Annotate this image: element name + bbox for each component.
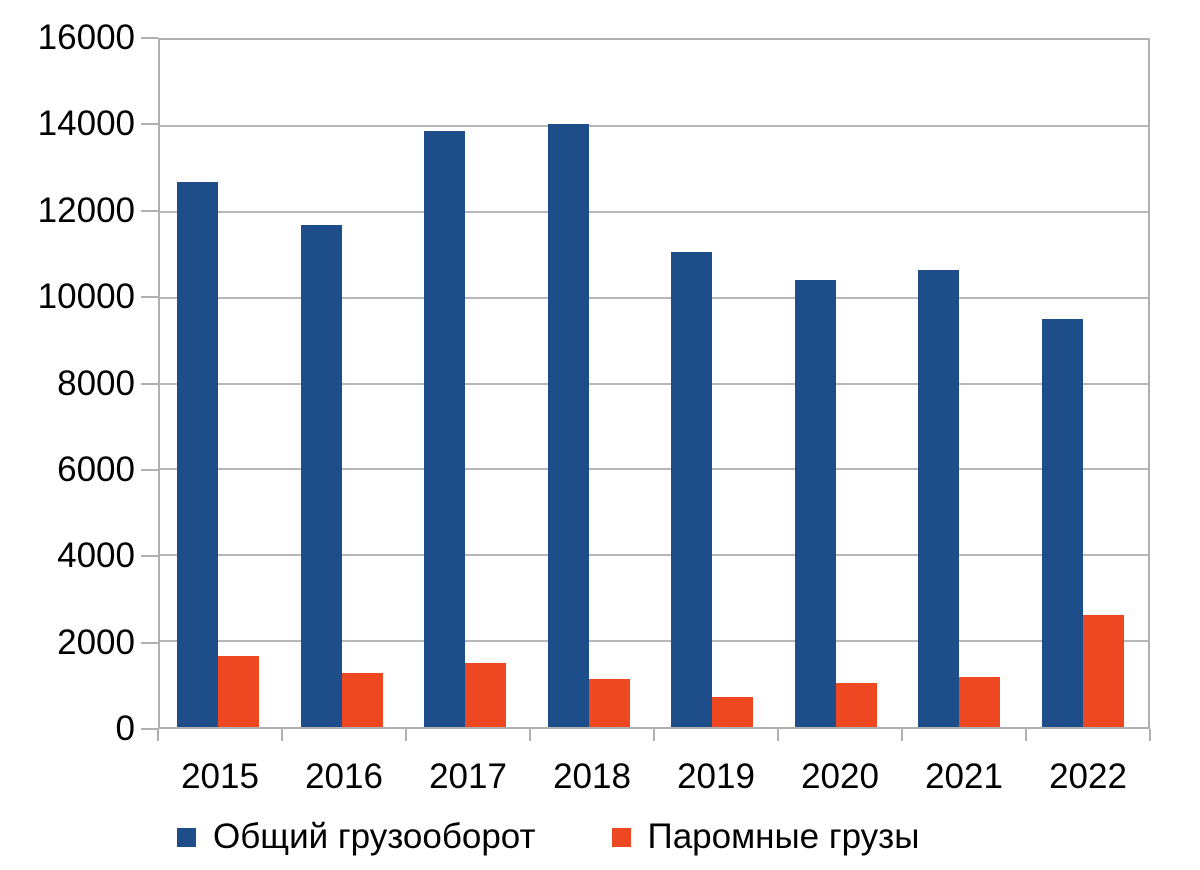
y-axis-tick-16000: [141, 37, 158, 39]
x-axis-tick-4: [653, 729, 655, 741]
bar-total-cargo-2017: [424, 131, 465, 727]
gridline-2000: [160, 640, 1148, 643]
x-axis-tick-1: [281, 729, 283, 741]
x-axis-label-2019: 2019: [677, 757, 755, 796]
legend: Общий грузооборот Паромные грузы: [177, 816, 919, 858]
y-axis-label-2000: 2000: [57, 622, 135, 662]
bar-ferry-cargo-2017: [465, 663, 506, 727]
y-axis-label-0: 0: [115, 709, 135, 748]
x-axis-tick-2: [405, 729, 407, 741]
legend-item-ferry-cargo: Паромные грузы: [611, 816, 920, 858]
y-axis-label-10000: 10000: [37, 277, 135, 317]
gridline-8000: [160, 382, 1148, 385]
y-axis-label-6000: 6000: [57, 449, 135, 489]
y-axis-label-14000: 14000: [37, 104, 135, 144]
x-axis-label-2021: 2021: [925, 757, 1003, 796]
y-axis-tick-0: [141, 728, 158, 730]
legend-label: Общий грузооборот: [213, 817, 536, 856]
bar-ferry-cargo-2016: [341, 673, 383, 727]
x-axis-tick-7: [1025, 729, 1027, 741]
bar-total-cargo-2021: [918, 269, 959, 727]
gridline-10000: [160, 296, 1148, 299]
x-axis-label-2020: 2020: [801, 757, 879, 796]
bar-ferry-cargo-2021: [959, 677, 1000, 727]
x-axis-label-2022: 2022: [1049, 757, 1127, 796]
x-axis-tick-8: [1149, 729, 1151, 741]
y-axis-tick-2000: [141, 641, 158, 644]
y-axis-tick-6000: [141, 468, 158, 471]
y-axis-tick-14000: [141, 123, 158, 126]
y-axis-tick-8000: [141, 382, 158, 385]
bar-total-cargo-2015: [177, 181, 218, 727]
x-axis-tick-6: [901, 729, 903, 741]
x-axis-tick-3: [529, 729, 531, 741]
gridline-4000: [160, 554, 1148, 557]
y-axis-tick-12000: [141, 209, 158, 212]
bar-ferry-cargo-2015: [218, 656, 259, 727]
bar-ferry-cargo-2020: [835, 682, 877, 727]
y-axis-label-4000: 4000: [57, 536, 135, 576]
x-axis-tick-0: [157, 729, 159, 741]
x-axis-tick-5: [777, 729, 779, 741]
x-axis-label-2017: 2017: [429, 757, 507, 796]
bar-ferry-cargo-2018: [588, 678, 630, 727]
bar-total-cargo-2018: [547, 124, 589, 727]
legend-item-total-cargo: Общий грузооборот: [177, 816, 536, 858]
y-axis-tick-4000: [141, 555, 158, 558]
legend-color-swatch-icon: [611, 827, 631, 847]
plot-area: [158, 38, 1150, 729]
gridline-12000: [160, 210, 1148, 213]
x-axis-label-2016: 2016: [305, 757, 383, 796]
y-axis-tick-10000: [141, 296, 158, 299]
gridline-14000: [160, 124, 1148, 127]
gridlines-layer: [160, 40, 1148, 727]
bar-total-cargo-2016: [300, 224, 342, 727]
bar-total-cargo-2019: [671, 252, 712, 727]
gridline-6000: [160, 468, 1148, 471]
legend-label: Паромные грузы: [647, 817, 920, 856]
y-axis-label-12000: 12000: [37, 190, 135, 230]
y-axis-label-8000: 8000: [57, 363, 135, 403]
x-axis-label-2018: 2018: [553, 757, 631, 796]
bar-total-cargo-2022: [1041, 319, 1083, 727]
bar-ferry-cargo-2019: [712, 696, 753, 727]
legend-color-swatch-icon: [177, 827, 196, 847]
x-axis-label-2015: 2015: [181, 757, 259, 796]
y-axis-label-16000: 16000: [37, 18, 135, 57]
bar-total-cargo-2020: [794, 279, 836, 727]
bars-layer: [160, 40, 1148, 727]
bar-ferry-cargo-2022: [1082, 615, 1124, 727]
